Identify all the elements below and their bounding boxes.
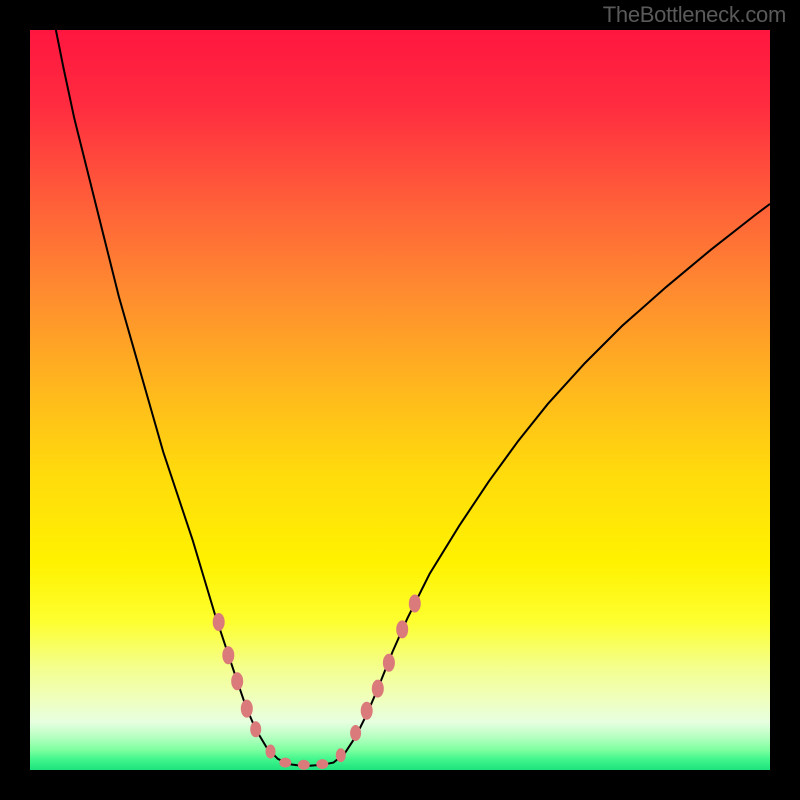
data-marker bbox=[250, 721, 261, 737]
data-marker bbox=[396, 620, 408, 638]
data-marker bbox=[316, 759, 328, 769]
data-marker bbox=[350, 725, 361, 741]
data-marker bbox=[383, 654, 395, 672]
data-marker bbox=[241, 700, 253, 718]
data-marker bbox=[222, 646, 234, 664]
data-marker bbox=[266, 745, 276, 759]
bottleneck-chart bbox=[30, 30, 770, 770]
data-marker bbox=[409, 595, 421, 613]
data-marker bbox=[298, 760, 310, 770]
data-marker bbox=[231, 672, 243, 690]
data-marker bbox=[336, 748, 346, 762]
data-marker bbox=[372, 680, 384, 698]
data-marker bbox=[213, 613, 225, 631]
data-marker bbox=[361, 702, 373, 720]
data-marker bbox=[279, 758, 291, 768]
watermark-label: TheBottleneck.com bbox=[603, 2, 786, 28]
chart-background bbox=[30, 30, 770, 770]
